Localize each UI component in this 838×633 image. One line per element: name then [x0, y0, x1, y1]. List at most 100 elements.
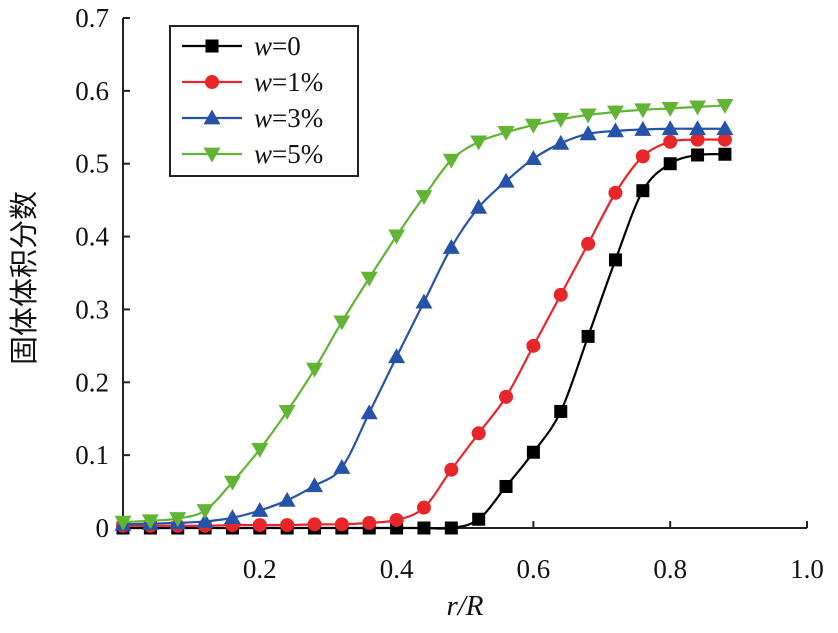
data-point — [442, 239, 460, 254]
data-point — [663, 157, 677, 171]
y-tick-label: 0.7 — [75, 3, 109, 33]
data-point — [554, 404, 568, 418]
data-point — [663, 134, 678, 149]
data-point — [579, 125, 597, 141]
data-point — [388, 229, 406, 245]
data-point — [223, 509, 241, 525]
y-axis-title: 固体体积分数 — [7, 191, 41, 365]
legend-item: w=3% — [182, 103, 323, 133]
data-point — [252, 518, 267, 533]
series-line — [123, 152, 725, 530]
data-point — [716, 120, 734, 136]
data-point — [278, 405, 296, 420]
data-point — [223, 475, 241, 491]
data-point — [579, 108, 597, 124]
data-point — [606, 105, 624, 121]
data-point — [196, 512, 214, 528]
legend-marker — [205, 39, 219, 53]
data-point — [499, 479, 513, 493]
data-point — [581, 236, 596, 251]
series-4 — [114, 99, 734, 531]
data-point — [552, 112, 570, 128]
data-point — [718, 147, 732, 161]
data-point — [307, 517, 322, 532]
data-point — [334, 517, 349, 532]
data-point — [634, 120, 652, 136]
data-point — [280, 518, 295, 533]
data-point — [415, 293, 433, 309]
data-point — [416, 500, 431, 515]
x-tick-label: 0.6 — [517, 554, 551, 584]
data-point — [499, 389, 514, 404]
data-point — [444, 521, 458, 535]
data-point — [691, 148, 705, 162]
data-point — [472, 512, 486, 526]
legend-box — [169, 25, 359, 177]
data-point — [661, 101, 679, 117]
y-tick-label: 0.4 — [75, 222, 109, 252]
data-point — [442, 153, 460, 169]
y-tick-label: 0.3 — [75, 294, 109, 324]
y-tick-label: 0.6 — [75, 76, 109, 106]
data-point — [497, 126, 515, 141]
data-point — [526, 338, 541, 353]
series-layer — [114, 99, 734, 535]
y-tick-label: 0.2 — [75, 367, 109, 397]
data-point — [333, 459, 351, 474]
data-point — [360, 404, 378, 420]
data-point — [388, 348, 406, 364]
legend: w=0 w=1% w=3% w=5% — [169, 25, 359, 177]
data-point — [552, 134, 570, 150]
data-point — [389, 512, 404, 527]
data-point — [141, 514, 159, 530]
x-tick-label: 0.8 — [653, 554, 687, 584]
legend-item: w=0 — [182, 31, 301, 61]
series-1 — [116, 147, 732, 535]
data-point — [581, 329, 595, 343]
data-point — [169, 512, 187, 528]
x-tick-label: 0.4 — [380, 554, 414, 584]
axes: 0 0.1 0.2 0.3 0.4 0.5 0.6 0.7 0.2 0.4 0.6 0.8 1.0 — [75, 3, 824, 584]
data-point — [306, 477, 324, 493]
data-point — [251, 442, 269, 458]
data-point — [471, 426, 486, 441]
data-point — [526, 445, 540, 459]
data-point — [196, 504, 214, 520]
data-point — [716, 99, 734, 114]
legend-label: w=3% — [254, 103, 323, 133]
data-point — [333, 315, 351, 331]
data-point — [306, 362, 324, 378]
data-point — [362, 515, 377, 530]
data-point — [690, 132, 705, 147]
data-point — [608, 185, 623, 200]
data-point — [417, 521, 431, 535]
series-3 — [114, 120, 734, 531]
legend-item: w=5% — [182, 139, 323, 169]
data-point — [689, 100, 707, 116]
data-point — [114, 515, 132, 531]
data-point — [608, 253, 622, 267]
data-point — [470, 135, 488, 151]
data-point — [661, 120, 679, 136]
legend-label: w=1% — [254, 67, 323, 97]
legend-marker — [203, 147, 221, 163]
y-tick-label: 0.5 — [75, 149, 109, 179]
data-point — [635, 149, 650, 164]
x-tick-label: 1.0 — [790, 554, 824, 584]
data-point — [717, 132, 732, 147]
data-point — [634, 103, 652, 119]
y-tick-label: 0.1 — [75, 440, 109, 470]
x-tick-label: 0.2 — [243, 554, 277, 584]
data-point — [636, 184, 650, 198]
data-point — [497, 172, 515, 188]
data-point — [251, 502, 269, 517]
legend-marker — [203, 109, 221, 125]
data-point — [689, 120, 707, 136]
y-tick-label: 0 — [96, 513, 110, 543]
data-point — [444, 462, 459, 477]
data-point — [470, 198, 488, 214]
data-point — [524, 150, 542, 165]
legend-label: w=0 — [254, 31, 301, 61]
